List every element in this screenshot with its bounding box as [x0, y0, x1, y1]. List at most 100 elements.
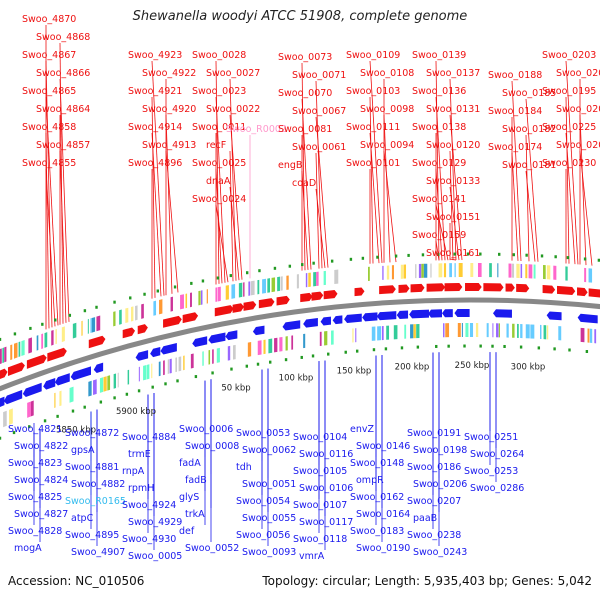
forward-gene-label: Swoo_0136: [412, 86, 466, 97]
reverse-gene-label: Swoo_4930: [122, 534, 176, 545]
reverse-gene-label: Swoo_0164: [356, 509, 410, 520]
forward-gene-label: Swoo_0111: [346, 122, 400, 133]
reverse-gene-label: tdh: [236, 462, 252, 473]
reverse-gene-label: Swoo_0183: [350, 526, 404, 537]
forward-strand-track: [0, 283, 600, 380]
forward-connector: [45, 96, 59, 326]
forward-connector: [301, 170, 309, 270]
forward-gene-label: Swoo_0188: [488, 70, 542, 81]
forward-gene-label: Swoo_4868: [36, 32, 90, 43]
reverse-gene-label: Swoo_0105: [293, 466, 347, 477]
forward-gene-label: Swoo_0161: [426, 248, 480, 259]
forward-gene-label: dnaA: [206, 176, 231, 187]
forward-gene-label: Swoo_4922: [142, 68, 196, 79]
forward-gene-label: Swoo_0141: [412, 194, 466, 205]
forward-gene-label: Swoo_0081: [278, 124, 332, 135]
forward-gene-label: Swoo_0071: [292, 70, 346, 81]
forward-connector: [435, 240, 440, 261]
forward-connector: [383, 150, 397, 263]
tick-label: 300 kbp: [511, 362, 546, 372]
tick-label: 50 kbp: [221, 383, 250, 393]
reverse-gene-label: Swoo_0243: [413, 547, 467, 558]
forward-gene-label: Swoo_0027: [206, 68, 260, 79]
forward-connector: [511, 152, 519, 261]
reverse-gene-label: Swoo_4924: [122, 500, 176, 511]
forward-connector: [525, 98, 539, 262]
forward-connector: [315, 188, 326, 268]
reverse-gene-label: Swoo_0146: [356, 441, 410, 452]
tick-label: 150 kbp: [337, 366, 372, 376]
forward-gene-label: Swoo_0174: [488, 142, 542, 153]
forward-connector: [579, 114, 587, 266]
reverse-gene-label: Swoo_4881: [65, 462, 119, 473]
reverse-gene-label: Swoo_0056: [236, 530, 290, 541]
forward-gene-label: Swoo_0202: [556, 104, 600, 115]
forward-gene-label: Swoo_4870: [22, 14, 76, 25]
forward-gene-label: Swoo_0133: [426, 176, 480, 187]
reverse-gene-label: Swoo_0198: [413, 445, 467, 456]
forward-connector: [151, 96, 156, 298]
forward-connector: [449, 150, 454, 261]
forward-gene-label: Swoo_4855: [22, 158, 76, 169]
forward-gene-label: Swoo_0184: [488, 106, 542, 117]
forward-gene-label: Swoo_0109: [346, 50, 400, 61]
reverse-gene-label: Swoo_0106: [299, 483, 353, 494]
forward-gene-label: Swoo_0181: [502, 160, 556, 171]
reverse-gene-label: Swoo_4824: [14, 475, 68, 486]
reverse-gene-label: trkA: [185, 509, 205, 520]
forward-connector: [369, 132, 380, 264]
forward-gene-label: Swoo_4866: [36, 68, 90, 79]
reverse-gene-label: Swoo_0117: [299, 517, 353, 528]
reverse-gene-label: fadA: [179, 458, 201, 469]
reverse-gene-label: Swoo_0008: [185, 441, 239, 452]
reverse-gene-label: Swoo_0253: [464, 466, 518, 477]
forward-gene-label: recF: [206, 140, 226, 151]
reverse-gene-label: Swoo_4884: [122, 432, 176, 443]
forward-connector: [435, 60, 440, 261]
reverse-gene-label: envZ: [350, 424, 374, 435]
reverse-gene-label: mogA: [14, 543, 42, 554]
reverse-gene-label: Swoo_R0165: [65, 496, 126, 507]
reverse-gene-label: vmrA: [299, 551, 325, 562]
forward-connector: [449, 114, 463, 261]
forward-gene-label: Swoo_4864: [36, 104, 90, 115]
forward-gene-label: Swoo_0201: [556, 140, 600, 151]
forward-gene-label: Swoo_0024: [192, 194, 246, 205]
reverse-gene-label: gpsA: [71, 445, 95, 456]
reverse-gene-label: Swoo_0148: [350, 458, 404, 469]
reverse-gene-label: Swoo_0191: [407, 428, 461, 439]
forward-connector: [215, 204, 229, 283]
forward-gene-label: Swoo_0205: [556, 68, 600, 79]
forward-connector: [45, 60, 53, 328]
forward-gene-label: Swoo_0067: [292, 106, 346, 117]
forward-connector: [435, 204, 449, 261]
reverse-gene-label: glyS: [179, 492, 199, 503]
forward-gene-label: Swoo_0011: [192, 122, 246, 133]
reverse-gene-label: Swoo_0052: [185, 543, 239, 554]
forward-connector: [369, 60, 383, 263]
reverse-gene-label: Swoo_0207: [407, 496, 461, 507]
reverse-gene-label: Swoo_4821: [8, 424, 62, 435]
forward-connector: [229, 78, 237, 281]
reverse-gene-label: Swoo_0116: [299, 449, 353, 460]
forward-gene-label: Swoo_4858: [22, 122, 76, 133]
reverse-gene-label: Swoo_4827: [14, 509, 68, 520]
forward-gene-label: Swoo_0098: [360, 104, 414, 115]
reverse-gene-label: Swoo_4828: [8, 526, 62, 537]
reverse-gene-label: Swoo_4929: [128, 517, 182, 528]
forward-gene-label: engB: [278, 160, 302, 171]
forward-connector: [565, 60, 579, 265]
scale-ticks: 5850 kbp 5900 kbp 50 kbp 100 kbp 150 kbp 200 …: [56, 361, 545, 436]
reverse-gene-label: Swoo_4872: [65, 428, 119, 439]
forward-gene-label: Swoo_0070: [278, 88, 332, 99]
tick-label: 5900 kbp: [116, 407, 156, 417]
tick-label: 250 kbp: [455, 361, 490, 371]
reverse-gene-label: Swoo_4823: [8, 458, 62, 469]
reverse-gene-label: Swoo_0062: [242, 445, 296, 456]
forward-gene-label: Swoo_0022: [206, 104, 260, 115]
map-title: Shewanella woodyi ATCC 51908, complete g…: [132, 9, 468, 24]
forward-connector: [383, 114, 391, 263]
forward-connector: [565, 96, 570, 264]
forward-gene-label: Swoo_0129: [412, 158, 466, 169]
forward-connector: [525, 134, 530, 262]
